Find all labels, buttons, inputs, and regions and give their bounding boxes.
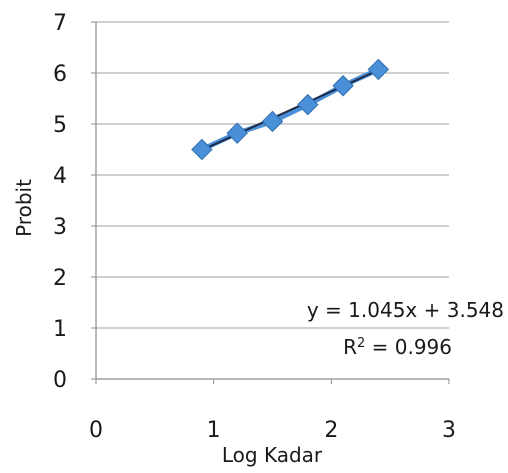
axes <box>91 21 450 384</box>
trendline-group <box>200 67 380 152</box>
y-tick-label-6: 6 <box>53 62 67 87</box>
y-tick-label-0: 0 <box>53 368 67 393</box>
x-tick-label-0: 0 <box>89 418 103 443</box>
y-tick-label-7: 7 <box>53 11 67 36</box>
y-tick-label-3: 3 <box>53 215 67 240</box>
y-tick-label-1: 1 <box>53 317 67 342</box>
r-squared-superscript: 2 <box>357 336 365 351</box>
data-points <box>191 58 390 161</box>
data-point-5 <box>367 58 390 81</box>
data-point-1 <box>226 122 248 144</box>
y-tick-label-2: 2 <box>53 266 67 291</box>
r-squared-prefix: R <box>343 335 357 359</box>
r-squared-label: R2 = 0.996 <box>343 335 452 359</box>
data-point-4 <box>332 75 354 97</box>
x-tick-label-1: 1 <box>207 418 221 443</box>
r-squared-value: = 0.996 <box>365 335 452 359</box>
data-point-3 <box>297 93 319 116</box>
trendline-equation: y = 1.045x + 3.548 <box>307 298 504 322</box>
x-axis-label: Log Kadar <box>222 443 323 467</box>
tick-labels: 0 1 2 3 4 5 6 7 0 1 2 3 <box>53 11 456 443</box>
data-point-2 <box>261 110 284 133</box>
gridlines <box>96 21 449 329</box>
trendline <box>201 69 379 151</box>
data-point-0 <box>191 138 213 161</box>
y-axis-label: Probit <box>12 179 36 237</box>
y-tick-label-4: 4 <box>53 164 67 189</box>
y-tick-label-5: 5 <box>53 113 67 138</box>
x-tick-label-2: 2 <box>324 418 338 443</box>
x-tick-label-3: 3 <box>442 418 456 443</box>
